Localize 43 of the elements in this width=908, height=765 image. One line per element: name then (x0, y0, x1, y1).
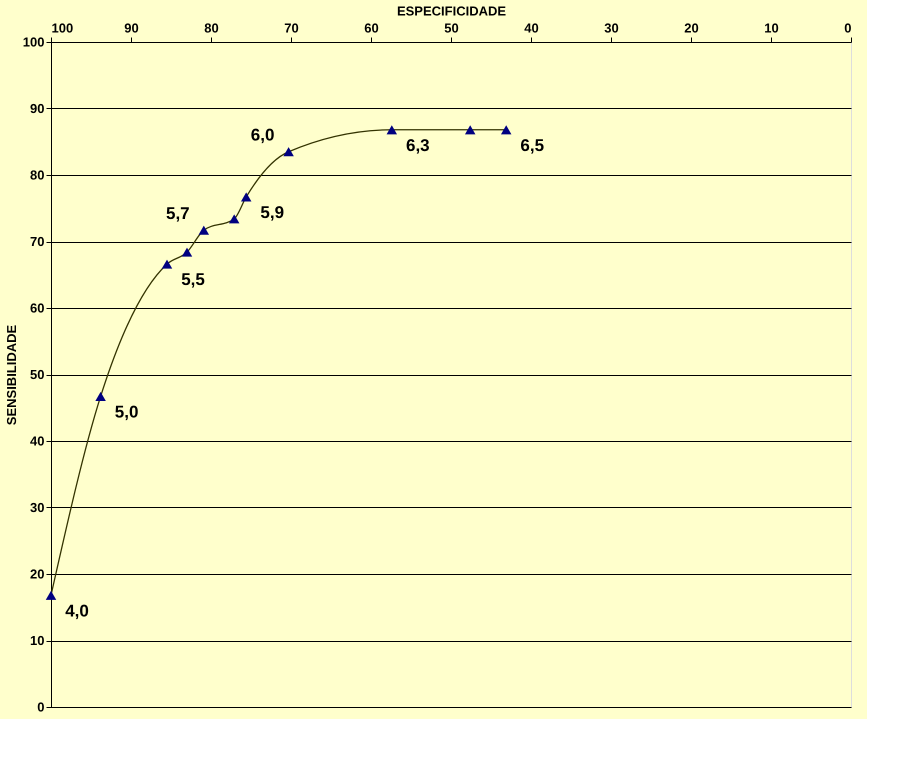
annotation: 5,7 (166, 204, 190, 224)
x-tick-label: 10 (764, 20, 779, 36)
y-axis-title: SENSIBILIDADE (4, 324, 19, 426)
x-tick-label: 60 (364, 20, 379, 36)
point (500, 125, 512, 134)
x-tick-label: 20 (684, 20, 699, 36)
x-tick-label: 80 (204, 20, 219, 36)
y-tick-label: 20 (30, 566, 44, 582)
annotation: 5,9 (260, 202, 284, 222)
point (95, 392, 106, 401)
y-tick-label: 10 (30, 633, 44, 648)
annotation: 5,0 (114, 402, 138, 422)
x-tick-label: 50 (444, 20, 459, 36)
point (182, 248, 192, 257)
x-tick-label: 100 (52, 20, 74, 36)
y-tick-label: 90 (30, 101, 44, 116)
point (46, 590, 56, 600)
y-tick-label: 70 (30, 234, 44, 249)
point (464, 125, 476, 134)
y-tick-label: 0 (37, 700, 44, 714)
y-tick-label: 30 (30, 500, 44, 515)
annotation: 4,0 (65, 601, 89, 620)
y-tick-label: 60 (30, 300, 44, 316)
annotation: 5,5 (181, 270, 205, 290)
annotation: 6,5 (520, 136, 544, 155)
x-axis-title: ESPECIFICIDADE (396, 4, 506, 18)
x-tick-label: 70 (284, 20, 299, 36)
y-tick-label: 80 (30, 168, 44, 182)
annotation: 6,3 (406, 136, 430, 155)
point (386, 125, 398, 134)
point (162, 260, 172, 269)
y-tick-label: 40 (30, 434, 44, 448)
point (228, 214, 240, 224)
y-tick-label: 100 (22, 34, 44, 50)
point (198, 226, 210, 235)
annotation: 6,0 (250, 126, 274, 145)
point (283, 147, 294, 156)
y-tick-label: 50 (30, 367, 44, 382)
x-tick-label: 90 (124, 20, 139, 36)
x-tick-label: 0 (844, 20, 852, 36)
x-tick-label: 30 (604, 20, 619, 36)
x-tick-label: 40 (524, 20, 539, 36)
point (240, 192, 252, 202)
